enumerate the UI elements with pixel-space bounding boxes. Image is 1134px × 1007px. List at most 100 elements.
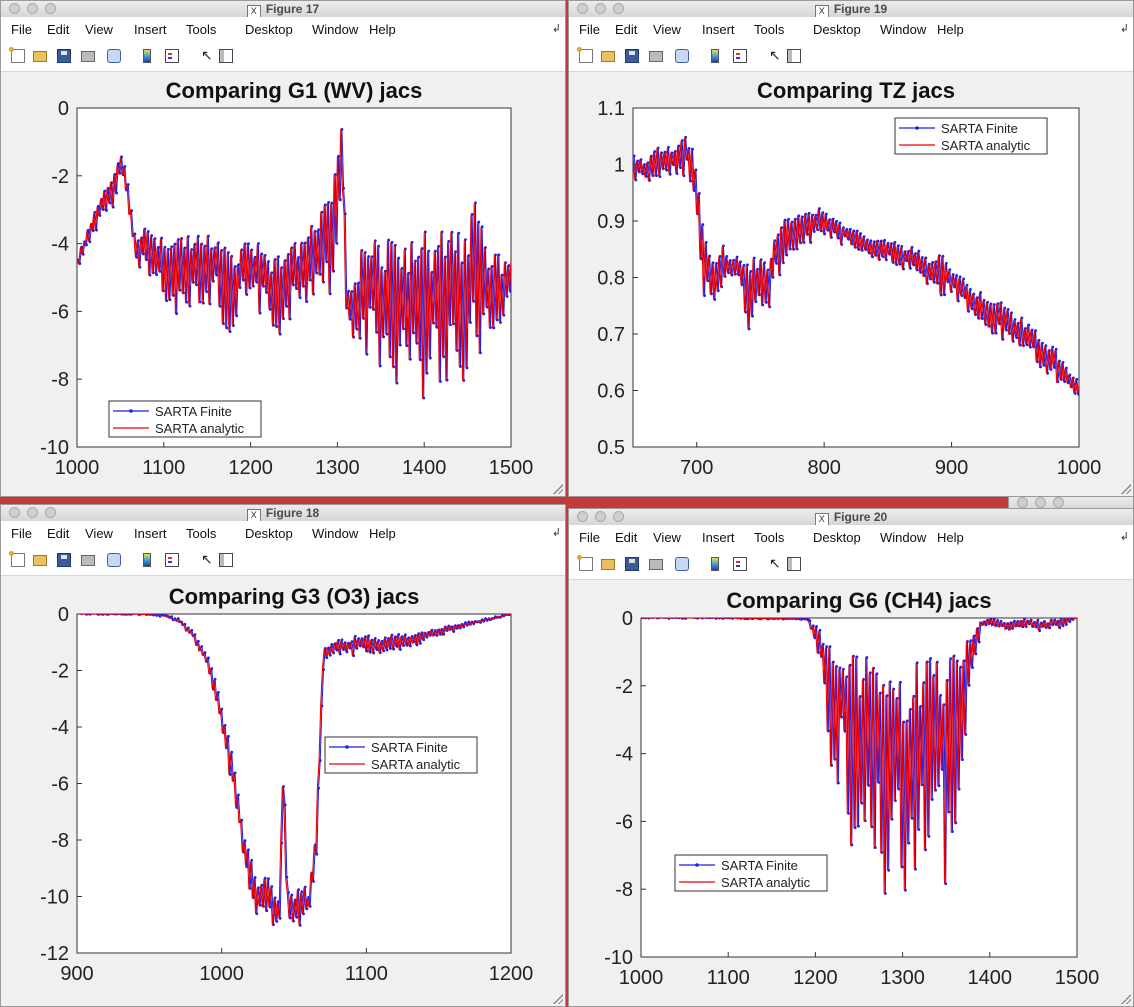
close-button[interactable] [9, 507, 20, 518]
insert-legend-icon[interactable] [165, 553, 179, 567]
zoom-button[interactable] [45, 507, 56, 518]
window-titlebar[interactable]: X Figure 19 [569, 1, 1133, 18]
pointer-arrow-icon[interactable]: ↖ [201, 47, 213, 63]
menu-edit[interactable]: Edit [615, 22, 638, 37]
minimize-button[interactable] [1035, 497, 1046, 508]
menu-tools[interactable]: Tools [754, 530, 785, 545]
save-icon[interactable] [625, 49, 639, 63]
legend[interactable]: SARTA Finite SARTA analytic [674, 854, 828, 892]
menu-desktop[interactable]: Desktop [245, 526, 293, 541]
menu-view[interactable]: View [653, 530, 681, 545]
print-icon[interactable] [649, 51, 663, 62]
link-plot-icon[interactable] [107, 553, 121, 567]
zoom-button[interactable] [45, 3, 56, 14]
menu-file[interactable]: File [11, 526, 32, 541]
minimize-button[interactable] [595, 3, 606, 14]
pointer-arrow-icon[interactable]: ↖ [769, 555, 781, 571]
menu-window[interactable]: Window [880, 530, 927, 545]
menu-help[interactable]: Help [937, 530, 964, 545]
menu-view[interactable]: View [85, 526, 113, 541]
menu-view[interactable]: View [653, 22, 681, 37]
figure-window-fig19[interactable]: X Figure 19 File Edit View Insert Tools Desktop… [568, 0, 1134, 497]
insert-colorbar-icon[interactable] [711, 49, 719, 63]
new-figure-icon[interactable] [577, 47, 593, 63]
close-button[interactable] [577, 3, 588, 14]
menu-view[interactable]: View [85, 22, 113, 37]
menu-tools[interactable]: Tools [754, 22, 785, 37]
menu-file[interactable]: File [579, 22, 600, 37]
resize-grip[interactable] [1121, 994, 1131, 1004]
property-inspector-icon[interactable] [219, 553, 233, 567]
legend[interactable]: SARTA Finite SARTA analytic [108, 400, 262, 438]
link-plot-icon[interactable] [675, 557, 689, 571]
menu-desktop[interactable]: Desktop [245, 22, 293, 37]
window-titlebar[interactable]: X Figure 18 [1, 505, 565, 522]
figure-window-fig18[interactable]: X Figure 18 File Edit View Insert Tools Desktop… [0, 504, 566, 1007]
menu-insert[interactable]: Insert [702, 530, 735, 545]
link-plot-icon[interactable] [675, 49, 689, 63]
menu-help[interactable]: Help [937, 22, 964, 37]
menu-window[interactable]: Window [312, 22, 359, 37]
menu-edit[interactable]: Edit [615, 530, 638, 545]
property-inspector-icon[interactable] [787, 557, 801, 571]
resize-grip[interactable] [553, 484, 563, 494]
menu-tools[interactable]: Tools [186, 526, 217, 541]
figure-window-fig20[interactable]: X Figure 20 File Edit View Insert Tools Desktop… [568, 508, 1134, 1007]
print-icon[interactable] [649, 559, 663, 570]
minimize-button[interactable] [595, 511, 606, 522]
insert-colorbar-icon[interactable] [143, 49, 151, 63]
close-button[interactable] [1017, 497, 1028, 508]
zoom-button[interactable] [1053, 497, 1064, 508]
new-figure-icon[interactable] [9, 551, 25, 567]
figure-window-fig17[interactable]: X Figure 17 File Edit View Insert Tools Desktop… [0, 0, 566, 497]
zoom-button[interactable] [613, 3, 624, 14]
insert-legend-icon[interactable] [733, 49, 747, 63]
open-file-icon[interactable] [601, 559, 615, 570]
insert-colorbar-icon[interactable] [711, 557, 719, 571]
open-file-icon[interactable] [33, 555, 47, 566]
property-inspector-icon[interactable] [219, 49, 233, 63]
menu-tools[interactable]: Tools [186, 22, 217, 37]
window-titlebar[interactable]: X Figure 17 [1, 1, 565, 18]
pointer-arrow-icon[interactable]: ↖ [201, 551, 213, 567]
menu-insert[interactable]: Insert [702, 22, 735, 37]
menu-desktop[interactable]: Desktop [813, 22, 861, 37]
print-icon[interactable] [81, 555, 95, 566]
menu-edit[interactable]: Edit [47, 526, 70, 541]
resize-grip[interactable] [1121, 484, 1131, 494]
property-inspector-icon[interactable] [787, 49, 801, 63]
insert-legend-icon[interactable] [165, 49, 179, 63]
menu-overflow-icon[interactable]: ↲ [1119, 531, 1129, 543]
menu-edit[interactable]: Edit [47, 22, 70, 37]
minimize-button[interactable] [27, 507, 38, 518]
close-button[interactable] [577, 511, 588, 522]
legend[interactable]: SARTA Finite SARTA analytic [894, 117, 1048, 155]
menu-insert[interactable]: Insert [134, 526, 167, 541]
pointer-arrow-icon[interactable]: ↖ [769, 47, 781, 63]
axes-box[interactable] [632, 107, 1080, 448]
menu-help[interactable]: Help [369, 22, 396, 37]
close-button[interactable] [9, 3, 20, 14]
new-figure-icon[interactable] [9, 47, 25, 63]
insert-legend-icon[interactable] [733, 557, 747, 571]
legend[interactable]: SARTA Finite SARTA analytic [324, 736, 478, 774]
zoom-button[interactable] [613, 511, 624, 522]
menu-overflow-icon[interactable]: ↲ [1119, 23, 1129, 35]
menu-window[interactable]: Window [312, 526, 359, 541]
menu-window[interactable]: Window [880, 22, 927, 37]
save-icon[interactable] [625, 557, 639, 571]
menu-file[interactable]: File [11, 22, 32, 37]
insert-colorbar-icon[interactable] [143, 553, 151, 567]
window-titlebar[interactable]: X Figure 20 [569, 509, 1133, 526]
open-file-icon[interactable] [601, 51, 615, 62]
menu-desktop[interactable]: Desktop [813, 530, 861, 545]
menu-help[interactable]: Help [369, 526, 396, 541]
save-icon[interactable] [57, 49, 71, 63]
minimize-button[interactable] [27, 3, 38, 14]
menu-insert[interactable]: Insert [134, 22, 167, 37]
menu-overflow-icon[interactable]: ↲ [551, 527, 561, 539]
resize-grip[interactable] [553, 994, 563, 1004]
menu-file[interactable]: File [579, 530, 600, 545]
link-plot-icon[interactable] [107, 49, 121, 63]
save-icon[interactable] [57, 553, 71, 567]
